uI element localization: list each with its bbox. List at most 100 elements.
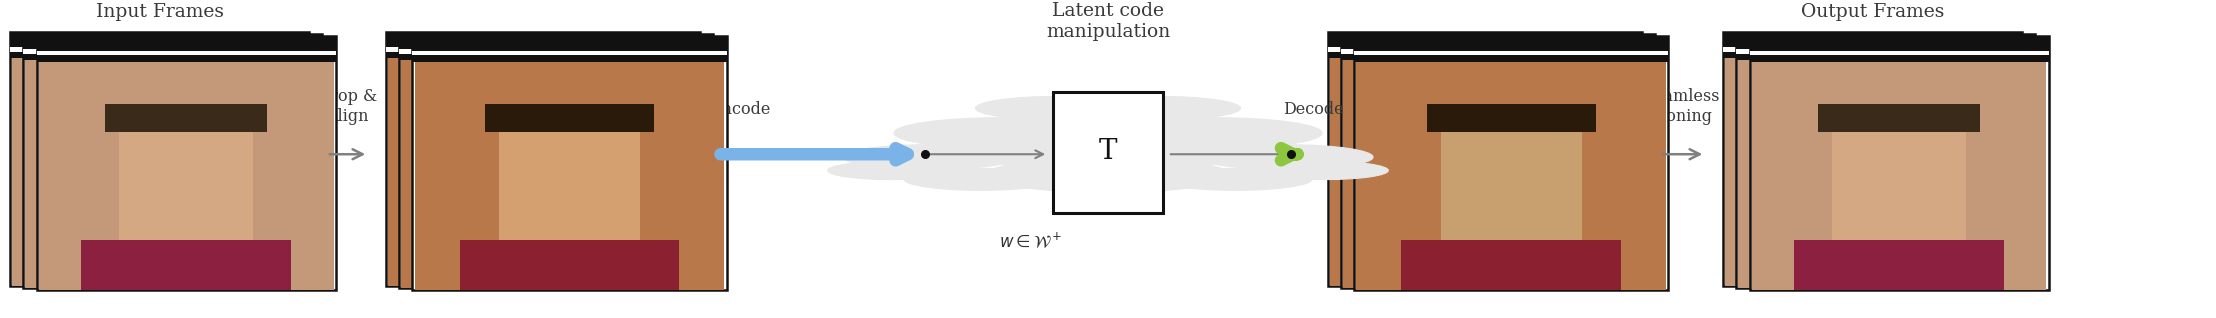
Bar: [1768, 236, 1977, 286]
Circle shape: [1159, 169, 1312, 190]
Bar: [35, 36, 337, 290]
Bar: [412, 51, 727, 55]
Bar: [9, 32, 310, 47]
Text: Crop &
Align: Crop & Align: [317, 88, 377, 125]
Bar: [120, 123, 253, 249]
Bar: [9, 52, 310, 58]
Bar: [1782, 238, 1990, 288]
Bar: [485, 104, 654, 132]
Circle shape: [975, 96, 1139, 120]
Bar: [9, 32, 310, 286]
Bar: [399, 53, 714, 60]
Circle shape: [904, 169, 1057, 190]
Bar: [1356, 62, 1666, 290]
Bar: [1341, 34, 1655, 49]
Bar: [1440, 123, 1582, 249]
Bar: [1724, 32, 2021, 286]
Bar: [1751, 36, 2048, 290]
Bar: [1354, 36, 1669, 290]
Bar: [11, 58, 306, 286]
Bar: [499, 123, 640, 249]
Bar: [1724, 47, 2021, 52]
Text: T: T: [1099, 138, 1117, 164]
Bar: [1327, 52, 1642, 58]
Circle shape: [1108, 118, 1323, 149]
Bar: [93, 120, 226, 245]
Bar: [35, 36, 337, 51]
Bar: [1414, 102, 1582, 130]
Bar: [399, 34, 714, 288]
Circle shape: [842, 145, 1017, 169]
Bar: [432, 236, 654, 286]
Bar: [1330, 58, 1640, 286]
Bar: [1793, 100, 1952, 128]
Bar: [472, 102, 640, 130]
Circle shape: [829, 161, 955, 180]
Bar: [22, 34, 324, 288]
Bar: [1795, 240, 2003, 290]
Bar: [35, 55, 337, 62]
Bar: [1327, 47, 1642, 52]
Bar: [1737, 53, 2034, 60]
Text: Latent code
manipulation: Latent code manipulation: [1046, 2, 1170, 41]
Bar: [93, 102, 253, 130]
Text: Input Frames: Input Frames: [95, 3, 224, 21]
Bar: [1724, 58, 2021, 286]
Bar: [1427, 121, 1569, 247]
Bar: [1053, 92, 1163, 213]
Bar: [1806, 102, 1966, 130]
Bar: [386, 52, 700, 58]
Bar: [1354, 36, 1669, 51]
Bar: [386, 32, 700, 47]
Bar: [1387, 238, 1609, 288]
Bar: [1354, 55, 1669, 62]
Bar: [1753, 62, 2048, 290]
Bar: [1833, 123, 1966, 249]
Bar: [1341, 53, 1655, 60]
Circle shape: [1261, 161, 1387, 180]
Bar: [106, 121, 239, 247]
Bar: [24, 60, 319, 288]
Bar: [388, 58, 698, 286]
Bar: [35, 51, 337, 55]
Text: Encode: Encode: [709, 101, 769, 118]
Circle shape: [1077, 96, 1241, 120]
Bar: [1341, 49, 1655, 53]
Bar: [412, 36, 727, 290]
Bar: [22, 49, 324, 53]
Bar: [1737, 34, 2034, 49]
Bar: [9, 47, 310, 52]
Circle shape: [955, 126, 1261, 170]
Bar: [386, 47, 700, 52]
Bar: [106, 104, 266, 132]
Bar: [1427, 104, 1596, 132]
Bar: [1401, 100, 1569, 128]
Text: Decode: Decode: [1283, 101, 1343, 118]
Bar: [1806, 120, 1939, 245]
Bar: [459, 240, 680, 290]
Bar: [38, 62, 332, 290]
Bar: [472, 120, 614, 245]
Bar: [1737, 60, 2034, 288]
Bar: [1737, 49, 2034, 53]
Bar: [1401, 240, 1622, 290]
Bar: [1724, 52, 2021, 58]
Bar: [1751, 36, 2048, 51]
Circle shape: [986, 157, 1230, 192]
Text: Output Frames: Output Frames: [1802, 3, 1943, 21]
Bar: [414, 62, 725, 290]
Bar: [399, 49, 714, 53]
Bar: [1819, 104, 1979, 132]
Bar: [445, 238, 667, 288]
Bar: [1343, 60, 1653, 288]
Bar: [412, 36, 727, 51]
Text: $w \in \mathcal{W}^+$: $w \in \mathcal{W}^+$: [999, 232, 1061, 252]
Bar: [1327, 32, 1642, 47]
Circle shape: [1199, 145, 1374, 169]
Bar: [1341, 34, 1655, 288]
Bar: [1751, 55, 2048, 62]
Bar: [401, 60, 711, 288]
Circle shape: [893, 118, 1108, 149]
Bar: [412, 55, 727, 62]
Bar: [1414, 120, 1556, 245]
